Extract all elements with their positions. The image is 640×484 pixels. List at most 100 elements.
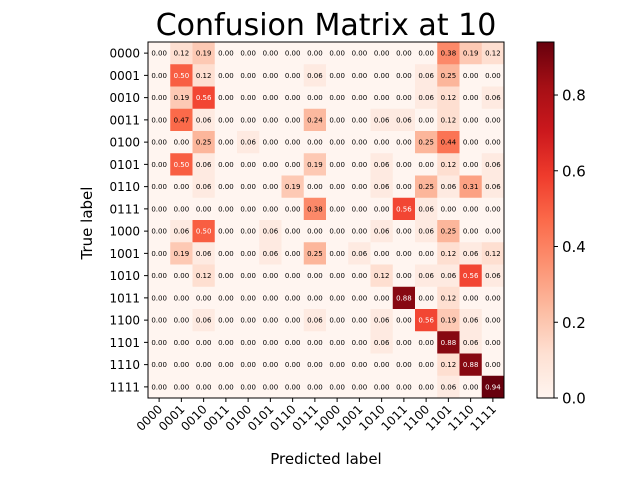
cell-value-label: 0.00 bbox=[352, 183, 368, 191]
cell-value-label: 0.00 bbox=[374, 383, 390, 391]
cell-value-label: 0.12 bbox=[485, 50, 501, 58]
heatmap-cell-1000-0011 bbox=[214, 220, 238, 243]
heatmap-cell-0110-0100 bbox=[237, 175, 260, 199]
cell-value-label: 0.00 bbox=[352, 205, 368, 213]
x-tick-label: 1111 bbox=[467, 402, 498, 433]
heatmap-cell-0101-1010 bbox=[370, 153, 394, 176]
heatmap-cell-1110-1011 bbox=[392, 353, 416, 377]
heatmap-cell-1100-0000 bbox=[148, 309, 171, 332]
heatmap-cell-1110-0001 bbox=[170, 353, 193, 377]
cell-value-label: 0.00 bbox=[396, 228, 412, 236]
heatmap-cell-1101-1111 bbox=[481, 331, 505, 354]
heatmap-cell-0011-1011 bbox=[392, 108, 416, 132]
cell-value-label: 0.06 bbox=[485, 161, 501, 169]
x-axis-label: Predicted label bbox=[270, 450, 381, 468]
heatmap-cell-0110-0001 bbox=[170, 175, 193, 199]
cell-value-label: 0.00 bbox=[174, 383, 190, 391]
heatmap-cell-1100-0001 bbox=[170, 309, 193, 332]
cell-value-label: 0.47 bbox=[174, 116, 190, 124]
heatmap-cell-1110-1110 bbox=[459, 353, 483, 377]
cell-value-label: 0.00 bbox=[151, 94, 167, 102]
cell-value-label: 0.00 bbox=[329, 294, 345, 302]
cell-value-label: 0.06 bbox=[196, 116, 212, 124]
cell-value-label: 0.12 bbox=[196, 72, 212, 80]
heatmap-cell-0000-1001 bbox=[348, 42, 371, 65]
heatmap-cell-0011-1001 bbox=[348, 108, 371, 132]
cell-value-label: 0.00 bbox=[352, 228, 368, 236]
cell-value-label: 0.00 bbox=[329, 50, 345, 58]
heatmap-cell-0100-1010 bbox=[370, 131, 394, 154]
heatmap-cell-0110-0111 bbox=[303, 175, 327, 199]
cell-value-label: 0.00 bbox=[485, 294, 501, 302]
heatmap-cell-0111-0010 bbox=[192, 197, 216, 221]
matrix-frame bbox=[147, 41, 505, 399]
cell-value-label: 0.00 bbox=[396, 72, 412, 80]
heatmap-cell-1110-1100 bbox=[415, 353, 438, 377]
heatmap-cell-1000-1110 bbox=[459, 220, 483, 243]
cell-value-label: 0.25 bbox=[418, 183, 434, 191]
heatmap-cell-1111-1110 bbox=[459, 375, 483, 399]
heatmap-cell-1001-0111 bbox=[303, 242, 327, 265]
cell-value-label: 0.00 bbox=[396, 183, 412, 191]
cell-value-label: 0.00 bbox=[285, 116, 301, 124]
heatmap-cell-1101-1001 bbox=[348, 331, 371, 354]
heatmap-cell-1010-1111 bbox=[481, 264, 505, 288]
cell-value-label: 0.06 bbox=[441, 183, 457, 191]
cell-value-label: 0.00 bbox=[240, 94, 256, 102]
heatmap-cell-0000-0001 bbox=[170, 42, 193, 65]
cell-value-label: 0.00 bbox=[352, 317, 368, 325]
cell-value-label: 0.00 bbox=[263, 272, 279, 280]
cell-value-label: 0.00 bbox=[485, 339, 501, 347]
colorbar-ticks: 0.0 0.2 0.4 0.6 0.8 bbox=[554, 87, 586, 408]
cell-value-label: 0.12 bbox=[485, 250, 501, 258]
heatmap-cell-0110-0110 bbox=[281, 175, 305, 199]
cell-value-label: 0.12 bbox=[374, 272, 390, 280]
heatmap-cell-0001-0110 bbox=[281, 64, 305, 87]
heatmap-cell-1000-0111 bbox=[303, 220, 327, 243]
heatmap-cell-0111-0110 bbox=[281, 197, 305, 221]
cell-value-label: 0.00 bbox=[174, 339, 190, 347]
cell-value-label: 0.06 bbox=[174, 228, 190, 236]
cell-value-label: 0.50 bbox=[174, 161, 190, 169]
cell-value-label: 0.00 bbox=[329, 317, 345, 325]
cell-value-label: 0.12 bbox=[441, 361, 457, 369]
cell-value-label: 0.00 bbox=[285, 250, 301, 258]
cell-value-label: 0.00 bbox=[174, 139, 190, 147]
cell-value-label: 0.06 bbox=[374, 339, 390, 347]
heatmap-cell-0101-1011 bbox=[392, 153, 416, 176]
cell-value-label: 0.06 bbox=[263, 228, 279, 236]
heatmap-cell-1100-1101 bbox=[437, 309, 460, 332]
cell-value-label: 0.19 bbox=[174, 250, 190, 258]
heatmap-cell-0010-1000 bbox=[326, 86, 349, 110]
cell-value-label: 0.00 bbox=[396, 50, 412, 58]
heatmap-cell-1010-1001 bbox=[348, 264, 371, 288]
heatmap-cell-0001-1110 bbox=[459, 64, 483, 87]
heatmap-cell-0111-0100 bbox=[237, 197, 260, 221]
cell-value-label: 0.56 bbox=[396, 205, 412, 213]
cell-value-label: 0.00 bbox=[263, 205, 279, 213]
cell-value-label: 0.00 bbox=[218, 228, 234, 236]
cell-value-label: 0.00 bbox=[329, 339, 345, 347]
heatmap-cell-1001-0001 bbox=[170, 242, 193, 265]
cell-value-label: 0.00 bbox=[329, 139, 345, 147]
cell-value-label: 0.06 bbox=[396, 116, 412, 124]
cell-value-label: 0.06 bbox=[418, 272, 434, 280]
heatmap-cell-1111-0011 bbox=[214, 375, 238, 399]
cell-value-label: 0.00 bbox=[151, 383, 167, 391]
heatmap-cell-1111-0111 bbox=[303, 375, 327, 399]
y-tick-label: 1011 bbox=[109, 291, 140, 305]
cell-value-label: 0.00 bbox=[218, 294, 234, 302]
heatmap-cell-0111-1000 bbox=[326, 197, 349, 221]
heatmap-cell-0000-1101 bbox=[437, 42, 460, 65]
heatmap-cell-0111-1110 bbox=[459, 197, 483, 221]
heatmap-cell-0001-0011 bbox=[214, 64, 238, 87]
cell-value-label: 0.24 bbox=[307, 116, 323, 124]
heatmap-cell-1111-0000 bbox=[148, 375, 171, 399]
heatmap-cell-0001-1111 bbox=[481, 64, 505, 87]
colorbar-tick-label: 0.2 bbox=[562, 314, 586, 332]
heatmap-cell-1000-1000 bbox=[326, 220, 349, 243]
cell-value-label: 0.12 bbox=[441, 161, 457, 169]
heatmap-cell-0000-1011 bbox=[392, 42, 416, 65]
cell-value-label: 0.25 bbox=[418, 139, 434, 147]
